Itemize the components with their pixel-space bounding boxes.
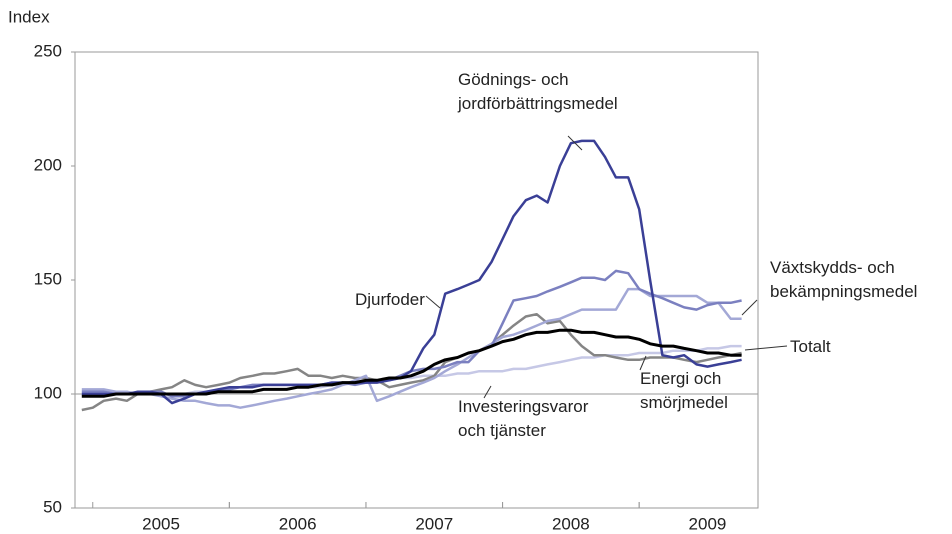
- series-line: [81, 328, 742, 398]
- x-tick-label: 2007: [415, 514, 453, 533]
- x-tick-label: 2006: [279, 514, 317, 533]
- leader-line: [744, 345, 788, 351]
- y-tick-label: 250: [34, 41, 62, 60]
- y-tick-label: 100: [34, 383, 62, 402]
- y-tick-label: 150: [34, 269, 62, 288]
- leader-line: [567, 135, 583, 151]
- plot-frame: [74, 51, 759, 509]
- series-line: [81, 287, 742, 409]
- y-tick-label: 50: [43, 497, 62, 516]
- x-tick-label: 2005: [142, 514, 180, 533]
- series-label: Investeringsvaror och tjänster: [458, 397, 589, 440]
- leader-line: [639, 355, 647, 371]
- y-tick-label: 200: [34, 155, 62, 174]
- x-tick-label: 2008: [552, 514, 590, 533]
- series-line: [81, 139, 742, 405]
- leader-line: [483, 385, 492, 399]
- series-label: Djurfoder: [355, 290, 425, 309]
- series-line: [81, 312, 742, 412]
- series-label: Totalt: [790, 337, 831, 356]
- series-line: [81, 344, 742, 396]
- y-axis-label: Index: [8, 7, 50, 26]
- x-tick-label: 2009: [689, 514, 727, 533]
- series-label: Växtskydds- och bekämpningsmedel: [770, 258, 918, 301]
- leader-line: [425, 295, 441, 309]
- series-label: Energi och smörjmedel: [640, 369, 728, 412]
- series-label: Gödnings- och jordförbättringsmedel: [458, 70, 618, 113]
- leader-line: [741, 299, 758, 316]
